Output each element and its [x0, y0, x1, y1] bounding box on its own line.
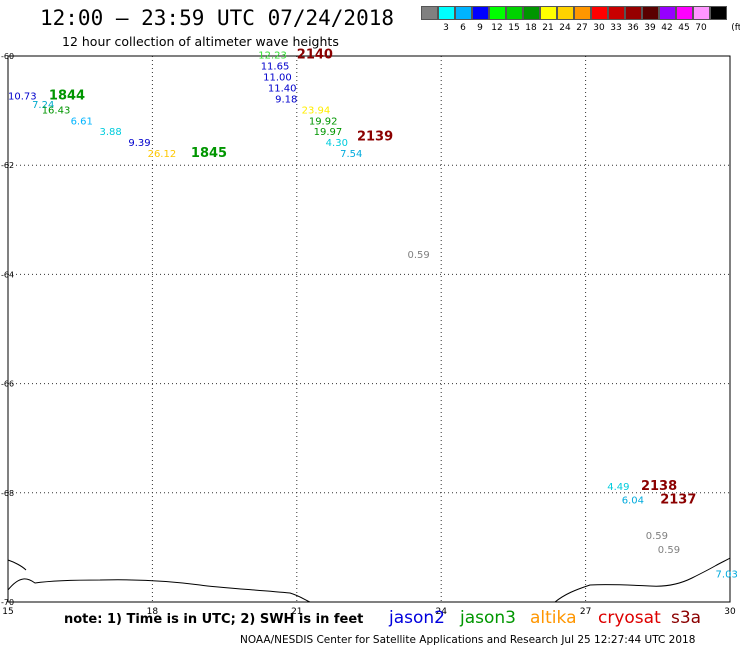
map-title: 12:00 – 23:59 UTC 07/24/2018 — [40, 6, 395, 30]
wave-height-value: 19.92 — [309, 116, 338, 127]
color-swatch — [574, 6, 591, 20]
color-scale-label: 39 — [644, 23, 656, 33]
color-swatch — [472, 6, 489, 20]
antarctic-coastline — [7, 557, 731, 603]
wave-height-value: 3.88 — [99, 127, 121, 138]
pass-number: 1845 — [191, 146, 227, 161]
pass-number: 2139 — [357, 130, 393, 145]
color-scale-label: 18 — [525, 23, 537, 33]
color-swatch — [489, 6, 506, 20]
color-scale-label: 36 — [627, 23, 639, 33]
wave-height-value: 6.61 — [71, 116, 93, 127]
color-swatch — [642, 6, 659, 20]
wave-height-value: 19.97 — [314, 127, 343, 138]
color-swatch — [421, 6, 438, 20]
wave-height-value: 12.23 — [258, 51, 287, 62]
color-swatch — [693, 6, 710, 20]
wave-height-value: 4.49 — [607, 482, 629, 493]
lat-tick-label: -66 — [1, 380, 14, 389]
pass-number: 2138 — [641, 479, 677, 494]
color-swatch — [540, 6, 557, 20]
lon-tick-label: 24 — [435, 607, 447, 617]
map-frame — [7, 55, 731, 603]
legend-item-s3a: s3a — [671, 608, 702, 628]
wave-height-value: 6.04 — [622, 496, 644, 507]
color-scale-label: 45 — [678, 23, 690, 33]
lon-tick-label: 21 — [291, 607, 302, 617]
color-swatch — [608, 6, 625, 20]
wave-height-value: 23.94 — [302, 105, 331, 116]
color-scale-label: 12 — [491, 23, 503, 33]
lat-tick-label: -62 — [1, 161, 14, 170]
lat-tick-label: -68 — [1, 489, 14, 498]
color-swatch — [676, 6, 693, 20]
credits-footer: NOAA/NESDIS Center for Satellite Applica… — [240, 634, 696, 646]
lon-tick-label: 30 — [724, 607, 736, 617]
map-subtitle: 12 hour collection of altimeter wave hei… — [62, 34, 339, 49]
wave-height-value: 9.18 — [275, 94, 297, 105]
pass-number: 2137 — [660, 493, 696, 508]
legend-item-cryosat: cryosat — [598, 608, 661, 628]
color-swatch — [659, 6, 676, 20]
color-scale-label: 9 — [477, 23, 483, 33]
color-scale-label: 3 — [443, 23, 449, 33]
lon-tick-label: 18 — [147, 607, 159, 617]
footnote: note: 1) Time is in UTC; 2) SWH is in fe… — [64, 612, 364, 627]
color-scale-label: 42 — [661, 23, 673, 33]
pass-number: 1844 — [49, 89, 85, 104]
color-swatch — [523, 6, 540, 20]
color-swatch — [438, 6, 455, 20]
color-scale-label: 15 — [508, 23, 520, 33]
color-scale-label: 30 — [593, 23, 605, 33]
wave-height-value: 0.59 — [646, 531, 668, 542]
wave-height-value: 11.65 — [261, 62, 290, 73]
lon-tick-label: 27 — [580, 607, 591, 617]
lat-tick-label: -60 — [1, 52, 14, 61]
wave-height-value: 7.24 — [32, 100, 54, 111]
wave-height-value: 0.59 — [658, 545, 680, 556]
color-scale-label: 70 — [695, 23, 707, 33]
color-scale-unit: (ft) — [731, 23, 740, 33]
wave-height-value: 0.59 — [408, 250, 430, 261]
color-scale-label: 27 — [576, 23, 588, 33]
legend-item-jason3: jason3 — [460, 608, 516, 628]
color-scale-label: 33 — [610, 23, 622, 33]
color-swatch — [710, 6, 727, 20]
lat-tick-label: -64 — [1, 270, 14, 279]
color-swatch — [591, 6, 608, 20]
color-scale-label: 24 — [559, 23, 571, 33]
wave-height-value: 10.73 — [8, 92, 37, 103]
pass-number: 2140 — [297, 48, 333, 63]
wave-height-value: 7.03 — [716, 569, 738, 580]
wave-height-value: 9.39 — [128, 138, 150, 149]
wave-height-value: 7.54 — [340, 149, 362, 160]
wave-height-value: 11.00 — [263, 73, 292, 84]
legend-item-jason2: jason2 — [389, 608, 445, 628]
wave-height-value: 26.12 — [148, 149, 177, 160]
color-swatch — [625, 6, 642, 20]
color-scale-label: 6 — [460, 23, 466, 33]
color-swatch — [455, 6, 472, 20]
wave-height-value: 4.30 — [326, 138, 348, 149]
wave-height-value: 16.43 — [42, 105, 71, 116]
lat-tick-label: -70 — [1, 598, 14, 607]
legend-item-altika: altika — [530, 608, 577, 628]
color-scale-label: 21 — [542, 23, 554, 33]
wave-height-value: 11.40 — [268, 83, 297, 94]
color-swatch — [557, 6, 574, 20]
color-swatch — [506, 6, 523, 20]
lon-tick-label: 15 — [2, 607, 13, 617]
